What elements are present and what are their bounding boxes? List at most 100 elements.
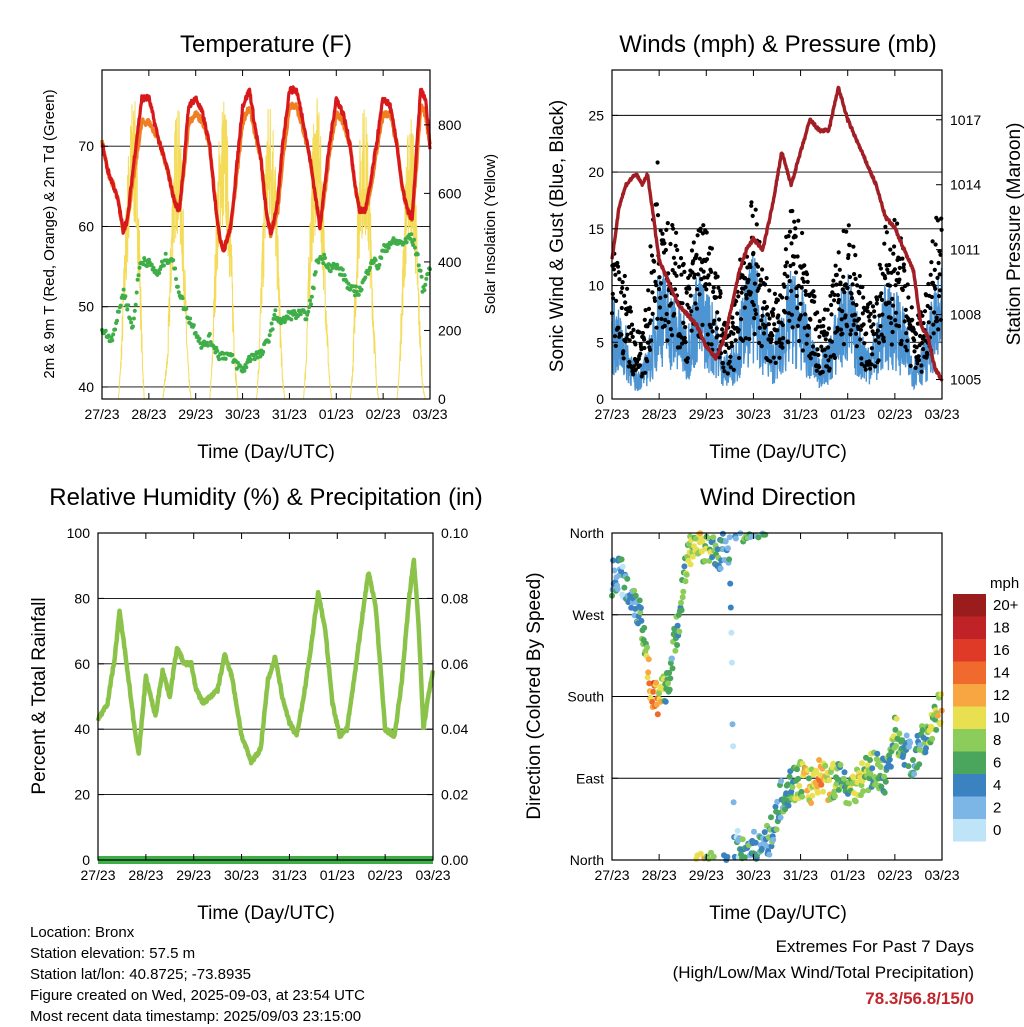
gust-point [685,359,690,364]
direction-point [864,762,871,769]
gust-point [760,306,766,311]
direction-point [774,798,781,805]
dewpoint-point [316,260,321,265]
dewpoint-point [308,298,312,303]
gust-point [649,253,655,258]
direction-point [878,783,885,790]
gust-point [860,284,865,290]
gust-point [904,348,910,353]
direction-point [614,586,621,592]
gust-point [892,244,897,249]
gust-point [637,363,643,368]
gust-point [929,260,934,265]
gust-point [822,347,827,352]
gust-point [890,303,896,308]
gust-point [828,293,833,298]
gust-point [783,310,788,315]
direction-point [644,644,651,651]
dewpoint-point [157,271,162,275]
x-tick-label: 27/23 [80,867,115,883]
dewpoint-point [412,237,417,242]
direction-point [761,829,768,836]
gust-point [817,319,822,324]
gust-point [905,338,910,343]
direction-point [893,743,899,749]
gust-point [754,311,759,317]
y-tick-label: 20 [588,164,604,180]
dewpoint-point [272,313,277,317]
dewpoint-point [244,365,249,370]
direction-point [831,788,838,795]
direction-point [877,764,884,770]
direction-point [722,538,729,545]
direction-point [794,766,800,773]
gust-point [629,322,635,327]
dewpoint-point [354,284,358,289]
gust-point [935,218,941,223]
dewpoint-point [106,333,111,338]
direction-point [770,836,777,843]
gust-point [784,260,790,265]
gust-point [792,254,797,259]
direction-point [637,609,644,616]
dewpoint-point [121,287,126,292]
gust-point [758,277,764,282]
extremes-values: 78.3/56.8/15/0 [865,989,974,1008]
dewpoint-point [214,345,219,350]
gust-point [619,332,624,337]
gust-point [762,300,767,305]
direction-point [818,781,825,788]
dewpoint-point [273,308,278,313]
direction-point [641,624,648,631]
gust-point [710,329,715,334]
gust-point [925,352,930,357]
gust-point [803,312,808,317]
x-tick-label: 31/23 [783,867,818,883]
direction-point [683,571,690,578]
gust-point [864,331,869,336]
direction-point [730,743,737,750]
gust-point [715,333,721,338]
x-tick-label: 30/23 [224,867,259,883]
gust-point [802,325,807,330]
gust-point [791,262,796,267]
y2-tick-label: 1014 [950,177,981,193]
gust-point [736,294,741,299]
gust-point [836,250,841,255]
gust-point [779,341,784,346]
dewpoint-point [366,271,371,276]
gust-point [793,234,798,239]
dewpoint-point [269,321,274,326]
gust-point [889,321,894,326]
gust-point [689,248,695,253]
gust-point [628,305,633,310]
dewpoint-point [188,316,193,321]
gust-point [840,331,845,336]
direction-point [896,730,903,737]
gust-point [857,273,862,279]
legend-swatch [953,616,986,639]
gust-point [622,293,627,298]
gust-point [786,340,791,345]
y2-tick-label: 0.00 [441,852,468,868]
gust-point [648,347,653,352]
direction-point [796,782,803,789]
direction-point [654,711,661,718]
gust-point [614,298,619,303]
gust-point [808,317,813,322]
direction-point [682,578,689,585]
direction-point [929,735,936,742]
gust-point [616,325,621,330]
gust-point [844,324,850,329]
gust-point [747,336,752,342]
gust-point [631,364,637,369]
gust-point [689,309,694,314]
x-tick-label: 29/23 [178,406,213,422]
gust-point [794,293,799,299]
direction-point [919,727,926,734]
dewpoint-point [205,343,210,348]
gust-point [701,269,706,274]
y-axis-label: Percent & Total Rainfall [29,597,50,794]
gust-point [846,223,851,228]
dewpoint-point [270,327,275,332]
